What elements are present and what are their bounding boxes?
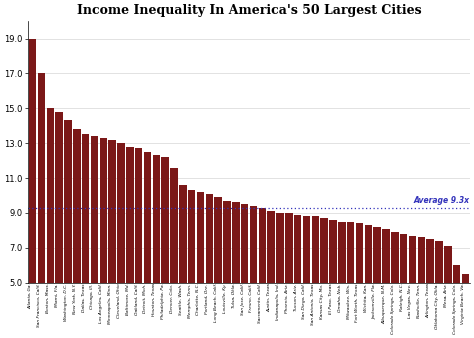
Bar [374, 227, 381, 283]
Bar [135, 148, 142, 283]
Bar [179, 185, 187, 283]
Bar [144, 152, 151, 283]
Bar [100, 138, 107, 283]
Bar [453, 265, 460, 283]
Bar [117, 143, 125, 283]
Bar [82, 135, 90, 283]
Title: Income Inequality In America's 50 Largest Cities: Income Inequality In America's 50 Larges… [77, 4, 421, 17]
Bar [276, 213, 284, 283]
Bar [232, 202, 239, 283]
Bar [64, 120, 72, 283]
Bar [214, 197, 222, 283]
Bar [444, 246, 452, 283]
Bar [161, 157, 169, 283]
Bar [197, 192, 204, 283]
Bar [391, 232, 399, 283]
Text: Average 9.3x: Average 9.3x [414, 196, 470, 205]
Bar [223, 201, 231, 283]
Bar [338, 222, 346, 283]
Bar [267, 211, 275, 283]
Bar [329, 220, 337, 283]
Bar [73, 129, 81, 283]
Bar [400, 234, 407, 283]
Bar [435, 241, 443, 283]
Bar [382, 228, 390, 283]
Bar [409, 236, 416, 283]
Bar [356, 223, 363, 283]
Bar [418, 237, 425, 283]
Bar [426, 239, 434, 283]
Bar [206, 194, 213, 283]
Bar [294, 215, 301, 283]
Bar [91, 136, 98, 283]
Bar [188, 190, 195, 283]
Bar [29, 39, 36, 283]
Bar [126, 147, 134, 283]
Bar [241, 204, 248, 283]
Bar [250, 206, 257, 283]
Bar [285, 213, 292, 283]
Bar [365, 225, 372, 283]
Bar [462, 274, 469, 283]
Bar [311, 216, 319, 283]
Bar [347, 222, 355, 283]
Bar [38, 73, 45, 283]
Bar [153, 155, 160, 283]
Bar [320, 218, 328, 283]
Bar [258, 208, 266, 283]
Bar [109, 140, 116, 283]
Bar [46, 108, 54, 283]
Bar [170, 168, 178, 283]
Bar [303, 216, 310, 283]
Bar [55, 112, 63, 283]
